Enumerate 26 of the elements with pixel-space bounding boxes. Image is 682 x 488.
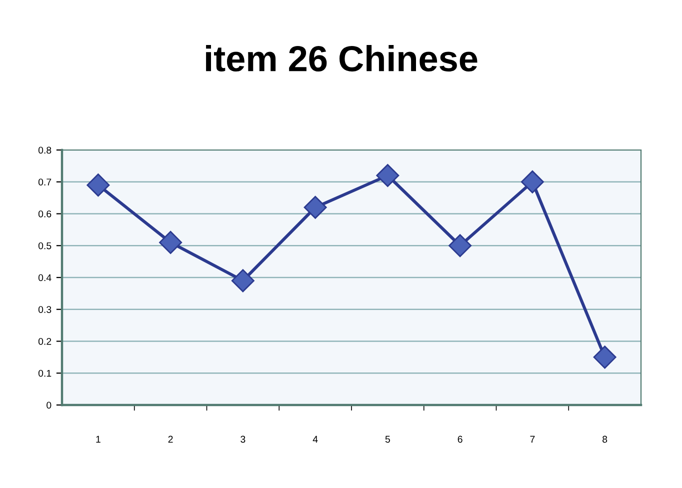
y-tick-label: 0.1 — [38, 370, 52, 377]
y-tick-label: 0.6 — [38, 210, 52, 218]
point — [86, 174, 110, 197]
point — [376, 164, 400, 187]
point — [159, 230, 182, 254]
x-tick-label: 3 — [240, 436, 246, 443]
point — [231, 269, 254, 292]
y-tick-label: 0.3 — [38, 306, 52, 313]
point — [448, 234, 472, 258]
x-tick-label: 8 — [602, 436, 608, 443]
chart-title: item 26 Chinese — [206, 45, 478, 72]
x-tick-label: 1 — [96, 436, 100, 443]
x-tick-label: 6 — [458, 436, 462, 443]
y-tick-label: 0.4 — [38, 274, 52, 282]
y-tick-label: 0.7 — [38, 178, 52, 186]
point — [520, 170, 544, 194]
point — [304, 196, 327, 219]
point — [593, 346, 616, 369]
y-tick-label: 0.8 — [38, 146, 52, 154]
y-tick-label: 0.2 — [38, 338, 52, 345]
x-tick-label: 4 — [312, 436, 318, 443]
x-tick-label: 2 — [168, 436, 173, 443]
y-tick-label: 0.5 — [38, 242, 52, 250]
y-tick-label: 0 — [46, 402, 52, 409]
x-tick-label: 5 — [385, 436, 390, 443]
x-tick-label: 7 — [530, 436, 535, 443]
